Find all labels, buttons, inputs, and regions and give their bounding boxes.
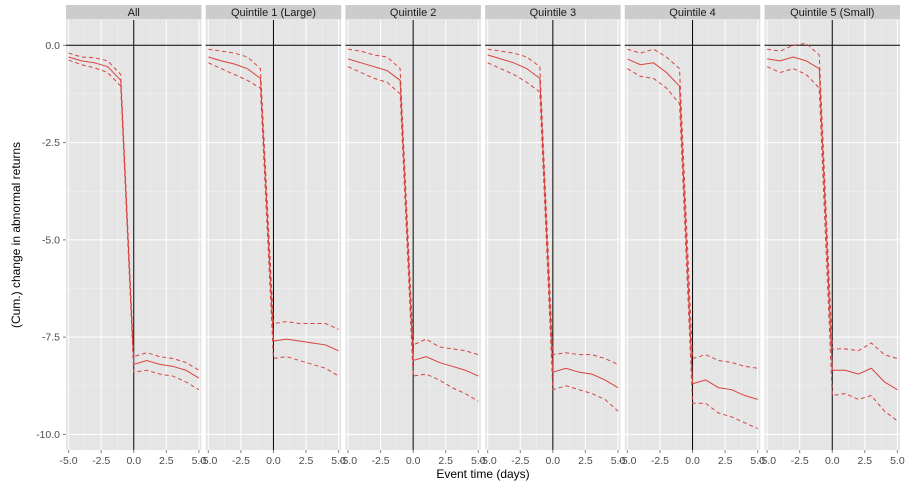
facet-strip	[624, 5, 761, 20]
x-tick-label: 2.5	[299, 455, 314, 467]
x-tick-label: -2.5	[92, 455, 110, 467]
y-axis-title: (Cum.) change in abnormal returns	[9, 142, 23, 328]
x-tick-label: 0.0	[685, 455, 700, 467]
x-tick-label: -5.0	[60, 455, 78, 467]
mean-car-line	[627, 58, 758, 400]
x-tick-label: -5.0	[618, 455, 636, 467]
x-tick-label: -2.5	[791, 455, 809, 467]
x-tick-label: -5.0	[758, 455, 776, 467]
confidence-band-line	[487, 48, 619, 365]
confidence-band-line	[208, 48, 339, 330]
panels-layer: All Quintile 1 (Large) Quintile 2 Quintile …	[66, 5, 900, 450]
facet-panel: Quintile 1 (Large)	[205, 5, 342, 450]
x-tick-label: 5.0	[192, 455, 207, 467]
x-tick-label: -2.5	[511, 455, 529, 467]
x-tick-label: 0.0	[546, 455, 561, 467]
x-tick-label: 2.5	[159, 455, 174, 467]
facet-strip	[66, 5, 202, 20]
x-tick-label: -2.5	[372, 455, 390, 467]
facet-strip	[205, 5, 342, 20]
facet-panel: Quintile 5 (Small)	[764, 5, 900, 450]
confidence-band-line	[766, 66, 898, 422]
x-tick-label: 2.5	[858, 455, 873, 467]
facet-strip-label: Quintile 1 (Large)	[231, 7, 316, 19]
confidence-band-line	[208, 62, 339, 377]
x-tick-label: 5.0	[611, 455, 626, 467]
x-axis-title: Event time (days)	[436, 467, 529, 481]
facet-strip-label: Quintile 3	[530, 7, 576, 19]
x-tick-label: 0.0	[126, 455, 141, 467]
y-tick-label: -2.5	[42, 137, 60, 149]
confidence-band-line	[627, 68, 758, 430]
mean-car-line	[487, 54, 619, 389]
y-tick-label: 0.0	[45, 40, 60, 52]
mean-car-line	[767, 56, 898, 391]
mean-car-line	[208, 56, 339, 352]
facet-strip-label: Quintile 4	[669, 7, 715, 19]
confidence-band-line	[68, 52, 200, 371]
confidence-band-line	[627, 48, 758, 369]
facet-panel: Quintile 2	[345, 5, 481, 450]
x-tick-label: -5.0	[339, 455, 357, 467]
confidence-band-line	[767, 42, 898, 360]
y-axis: 0.0 -2.5 -5.0 -7.5 -10.0	[36, 40, 66, 441]
facet-panel: All	[66, 5, 202, 450]
x-tick-label: 2.5	[718, 455, 733, 467]
x-tick-label: -2.5	[232, 455, 250, 467]
x-tick-label: 5.0	[750, 455, 765, 467]
x-tick-label: 2.5	[438, 455, 453, 467]
confidence-band-line	[347, 48, 479, 356]
x-tick-label: 0.0	[825, 455, 840, 467]
confidence-band-line	[347, 66, 479, 402]
confidence-band-line	[68, 59, 200, 391]
y-tick-label: -5.0	[42, 234, 60, 246]
x-tick-label: 5.0	[331, 455, 346, 467]
facet-strip-label: Quintile 2	[390, 7, 436, 19]
mean-car-line	[347, 58, 479, 377]
x-tick-label: 0.0	[406, 455, 421, 467]
x-tick-label: 0.0	[266, 455, 281, 467]
x-tick-label: 2.5	[578, 455, 593, 467]
facet-strip	[485, 5, 621, 20]
x-tick-label: 5.0	[471, 455, 486, 467]
x-tick-label: -5.0	[199, 455, 217, 467]
confidence-band-line	[487, 62, 619, 412]
facet-strip-label: Quintile 5 (Small)	[790, 7, 874, 19]
x-tick-label: 5.0	[890, 455, 905, 467]
y-tick-label: -7.5	[42, 332, 60, 344]
facet-panel: Quintile 4	[624, 5, 761, 450]
y-tick-label: -10.0	[36, 429, 60, 441]
facet-strip-label: All	[128, 7, 140, 19]
facet-strip	[345, 5, 481, 20]
facet-panel: Quintile 3	[485, 5, 621, 450]
x-tick-label: -5.0	[479, 455, 497, 467]
facet-strip	[764, 5, 900, 20]
x-tick-label: -2.5	[651, 455, 669, 467]
x-axis: -5.0 -2.5 0.0 2.5 5.0-5.0 -2.5 0.0 2.5 5.0-5.0 -2…	[60, 450, 905, 467]
